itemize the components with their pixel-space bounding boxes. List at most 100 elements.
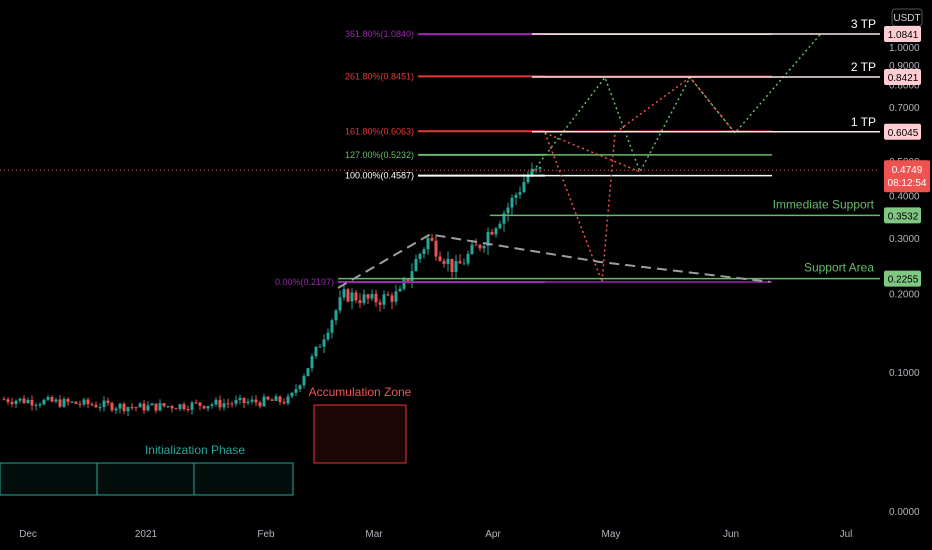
support-badge: 0.2255 [888,275,919,286]
candle-body [406,279,410,281]
candle-body [62,398,66,407]
candle-body [398,288,402,292]
take-profit-label: 1 TP [851,115,876,129]
y-tick-label: 0.4000 [889,192,920,203]
projections [529,34,821,283]
candle-body [74,401,78,404]
fib-level-label: 127.00%(0.5232) [345,150,414,160]
candle-body [470,244,474,254]
candle-body [338,297,342,311]
candle-body [10,402,14,404]
candle-body [298,385,302,390]
candle-body [318,346,322,348]
candle-body [346,289,350,302]
candle-body [538,167,542,169]
candle-body [2,399,6,401]
candle-body [454,261,458,273]
y-tick-label: 0.9000 [889,61,920,72]
bearish-projection-path [544,76,736,283]
candle-body [526,175,530,183]
take-profit-badge: 0.8421 [888,73,919,84]
candle-body [254,399,258,403]
candle-body [482,245,486,249]
currency-button[interactable] [891,8,923,27]
y-tick-label: 0.1000 [889,368,920,379]
support-badge: 0.3532 [888,211,919,222]
candle-body [474,244,478,246]
candle-body [150,403,154,406]
candle-body [382,294,386,305]
candle-body [138,403,142,408]
take-profit-badge-bg [884,69,921,86]
candle-body [70,401,74,403]
candle-body [430,237,434,241]
x-tick-label: Jun [723,529,739,540]
candle-body [294,389,298,393]
candle-body [394,291,398,302]
candle-body [158,403,162,411]
candle-body [26,400,30,404]
candle-body [530,168,534,176]
candle-body [162,403,166,407]
candle-body [98,407,102,409]
x-tick-label: Dec [19,529,37,540]
candle-body [442,260,446,264]
candle-body [154,403,158,411]
candle-body [342,289,346,298]
candle-body [410,271,414,281]
candle-body [242,397,246,404]
take-profit-badge: 0.6045 [888,128,919,139]
candle-body [498,223,502,229]
fib-level-label: 0.00%(0.2197) [275,277,334,287]
y-tick-label: 0.2000 [889,289,920,300]
accumulation-zone-box [313,404,407,464]
candle-body [210,404,214,407]
candle-body [506,207,510,214]
fib-level-label: 161.80%(0.6063) [345,126,414,136]
take-profit-badge-bg [884,26,921,43]
candle-body [46,396,50,400]
candle-body [326,332,330,340]
candle-body [274,396,278,401]
candle-body [414,258,418,272]
initialization-zone-box [0,462,294,496]
fib-level-label: 261.80%(0.8451) [345,71,414,81]
candle-body [462,263,466,265]
take-profit-label: 3 TP [851,17,876,31]
candle-body [50,396,54,402]
trend-dashed-line [337,233,771,289]
annotations: 3 TP 2 TP 1 TP Immediate Support Support Are… [0,17,880,289]
candle-body [230,403,234,405]
candle-body [174,408,178,410]
candle-body [142,403,146,411]
accumulation-zone-label: Accumulation Zone [309,385,412,399]
candle-body [502,213,506,224]
y-tick-label: 0.0000 [889,507,920,518]
take-profit-badge-bg [884,123,921,140]
support-label: Immediate Support [773,197,875,211]
candle-body [302,376,306,386]
candle-body [286,396,290,404]
candle-body [270,399,274,401]
candle-body [94,404,98,408]
current-price-countdown: 08:12:54 [888,178,927,189]
candle-body [194,402,198,404]
candle-body [262,396,266,407]
candle-body [386,294,390,296]
price-badges: 1.0841 0.8421 0.6045 0.3532 0.2255 0.4749 08:1… [884,26,930,287]
take-profit-badge: 1.0841 [888,30,919,41]
candle-body [334,310,338,321]
candle-body [330,320,334,333]
candle-body [366,294,370,299]
candle-body [266,396,270,400]
x-tick-label: Feb [257,529,275,540]
candle-body [206,406,210,409]
initialization-phase-label: Initialization Phase [145,443,245,457]
candle-body [390,295,394,302]
x-tick-label: Mar [365,529,383,540]
bullish-projection-path [529,34,821,176]
candle-body [458,261,462,264]
candle-body [106,400,110,403]
candle-body [90,404,94,406]
